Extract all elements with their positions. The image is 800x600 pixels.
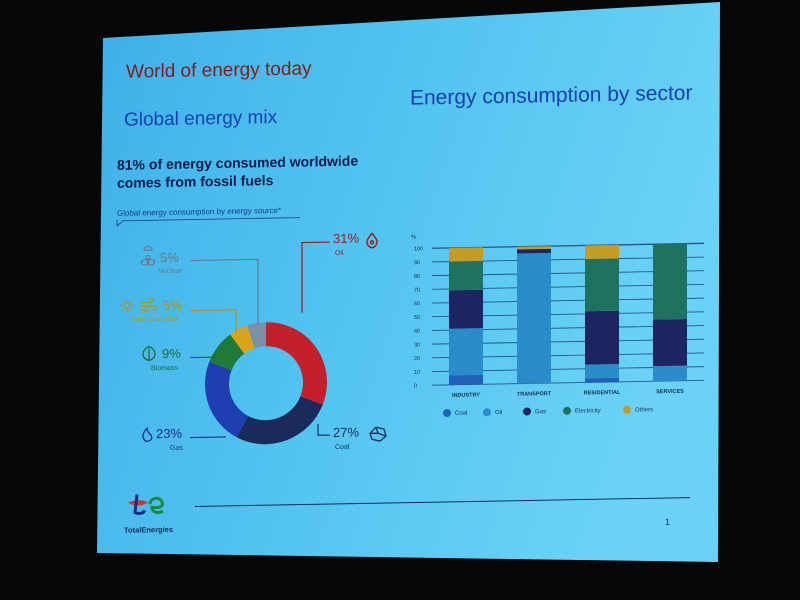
chart-caption: Global energy consumption by energy sour… (117, 206, 281, 218)
slide-content: World of energy today Global energy mix … (116, 58, 704, 535)
y-tick-label: 70 (414, 288, 420, 294)
solar-wind-label-group: 5% Solar and wind (120, 297, 182, 324)
oil-pct: 31% (333, 231, 359, 246)
y-tick-label: 40 (414, 329, 420, 335)
biomass-label-group: 9% Biomass (142, 345, 181, 372)
bar-residential-electricity (585, 258, 619, 312)
leaf-icon (142, 345, 156, 361)
donut-slice-nuclear (247, 322, 266, 349)
donut-chart (205, 322, 327, 445)
bar-industry-coal (449, 374, 483, 385)
coal-name: Coal (335, 444, 350, 451)
bar-transport-others (517, 246, 551, 250)
bar-services-gas (653, 318, 687, 367)
donut-slice-oil (266, 322, 327, 405)
bar-industry-electricity (449, 261, 483, 291)
nuclear-label-group: 5% Nuclear (140, 245, 183, 275)
gas-pct: 23% (156, 426, 182, 441)
bar-residential-oil (585, 364, 619, 379)
oil-drop-icon (366, 232, 378, 249)
x-tick-label-residential: RESIDENTIAL (584, 390, 621, 397)
subtitle-line-1: 81% of energy consumed worldwide (117, 153, 358, 173)
y-tick-label: 10 (414, 370, 420, 376)
bar-transport-gas (517, 248, 551, 254)
slide-title: World of energy today (126, 58, 312, 82)
solar-wind-name: Solar and wind (131, 316, 177, 324)
totalenergies-logo: TotalEnergies (124, 494, 173, 535)
logo-stem-blue (133, 494, 147, 516)
right-heading: Energy consumption by sector (410, 82, 692, 110)
x-tick-label-industry: INDUSTRY (452, 392, 480, 399)
oil-label-group: 31% Oil (333, 231, 378, 257)
bar-industry-others (449, 247, 483, 262)
legend-label-oil: Oil (495, 410, 502, 416)
legend-label-coal: Coal (455, 411, 467, 417)
bar-transport-oil (517, 252, 551, 384)
solar-wind-pct: 5% (163, 298, 182, 313)
nuclear-leader (190, 258, 259, 326)
y-tick-label: 0 (414, 383, 417, 389)
logo-e-green (148, 496, 164, 515)
y-tick-label: 50 (414, 315, 420, 321)
oil-leader (301, 241, 330, 313)
nuclear-pct: 5% (160, 250, 179, 265)
biomass-name: Biomass (151, 365, 178, 372)
logo-swoosh-red (128, 500, 148, 506)
sun-icon (120, 298, 134, 313)
coal-pct: 27% (333, 425, 359, 440)
caption-underline (116, 217, 300, 227)
coal-leader (317, 424, 330, 436)
wind-icon (141, 297, 158, 312)
legend-swatch-electricity (563, 406, 571, 415)
legend-label-others: Others (635, 407, 653, 413)
oil-name: Oil (335, 250, 344, 257)
x-tick-label-services: SERVICES (656, 389, 684, 396)
left-heading: Global energy mix (124, 107, 278, 131)
leader-lines (190, 241, 330, 439)
bar-residential-gas (585, 310, 619, 365)
coal-icon (369, 426, 387, 442)
y-tick-label: 20 (414, 356, 420, 362)
legend-label-gas: Gas (535, 409, 546, 415)
legend-swatch-coal (443, 408, 451, 417)
legend-label-electricity: Electricity (575, 408, 601, 414)
legend-swatch-others (623, 405, 631, 414)
flame-icon (142, 426, 153, 443)
y-tick-label: 60 (414, 301, 420, 307)
y-tick-label: 90 (414, 260, 420, 266)
y-tick-label: 30 (414, 342, 420, 348)
page-number: 1 (665, 517, 670, 527)
nuclear-name: Nuclear (158, 268, 183, 275)
bar-services-oil (653, 365, 687, 382)
donut-slice-biomass (209, 334, 245, 371)
subtitle-line-2: comes from fossil fuels (117, 172, 274, 191)
legend-swatch-gas (523, 407, 531, 416)
legend-swatch-oil (483, 408, 491, 417)
nuclear-icon (140, 245, 156, 266)
donut-slice-gas (205, 361, 249, 438)
bar-residential-others (585, 244, 619, 260)
y-axis-unit-label: % (411, 234, 417, 240)
logo-wordmark: TotalEnergies (124, 525, 173, 535)
gas-label-group: 23% Gas (142, 426, 183, 452)
gas-leader (190, 436, 226, 439)
coal-label-group: 27% Coal (333, 425, 387, 451)
sector-bar-chart: % 0 10 20 30 40 50 60 70 80 90 100 INDUSTRY TRANSPORT… (411, 234, 704, 417)
gas-name: Gas (170, 445, 183, 452)
solar-leader (190, 309, 237, 334)
bar-residential-coal (585, 377, 619, 383)
y-tick-label: 80 (414, 274, 420, 280)
biomass-pct: 9% (162, 346, 181, 361)
donut-slice-coal (236, 396, 323, 445)
footer-rule (195, 497, 690, 507)
y-tick-label: 100 (414, 246, 423, 252)
x-tick-label-transport: TRANSPORT (517, 391, 552, 398)
bar-services-electricity (653, 243, 687, 320)
bar-industry-gas (449, 289, 483, 329)
bar-industry-oil (449, 328, 483, 376)
